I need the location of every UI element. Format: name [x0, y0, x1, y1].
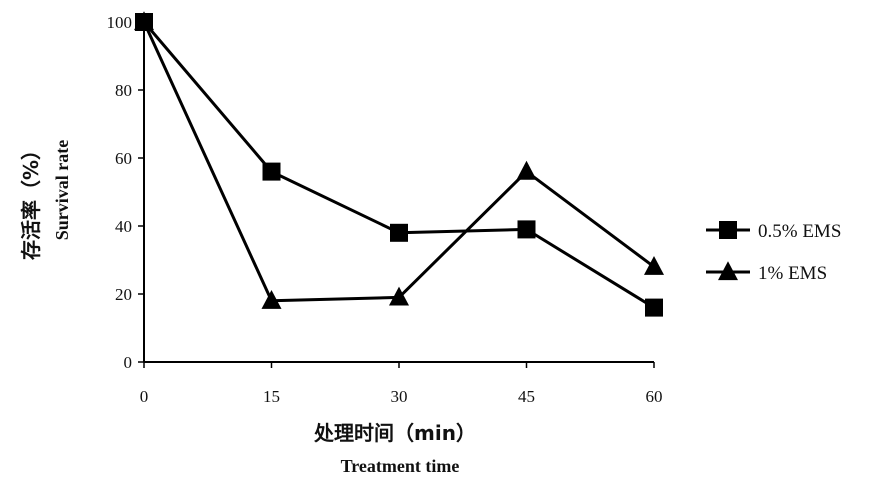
legend: 0.5% EMS 1% EMS: [706, 221, 841, 284]
legend-item: 0.5% EMS: [706, 221, 841, 242]
y-tick-label: 20: [115, 285, 132, 304]
y-tick-label: 100: [107, 13, 133, 32]
series-layer: [134, 11, 664, 317]
y-axis-ticks: 0 20 40 60 80 100: [107, 13, 144, 372]
data-point-triangle: [389, 286, 409, 306]
x-axis-title-en: Treatment time: [341, 456, 460, 476]
x-tick-label: 60: [646, 387, 663, 406]
series-line: [142, 21, 655, 309]
legend-label: 1% EMS: [758, 263, 827, 284]
data-point-triangle: [261, 290, 282, 309]
data-point-square: [262, 162, 281, 181]
x-tick-label: 0: [140, 387, 149, 406]
y-axis-title-cn: 存活率（%）: [19, 140, 43, 260]
x-tick-label: 15: [263, 387, 280, 406]
x-axis-title-cn: 处理时间（min）: [313, 421, 476, 445]
x-axis-ticks: 0 15 30 45 60: [140, 362, 663, 406]
data-point-triangle: [134, 11, 154, 31]
legend-item: 1% EMS: [706, 261, 827, 284]
y-tick-label: 0: [124, 353, 133, 372]
data-point-triangle: [644, 256, 664, 275]
y-axis-title-en: Survival rate: [52, 140, 72, 241]
x-tick-label: 30: [391, 387, 408, 406]
legend-marker-triangle: [718, 261, 738, 281]
x-tick-label: 45: [518, 387, 535, 406]
series-2: [134, 11, 664, 309]
data-point-square: [517, 220, 536, 239]
legend-label: 0.5% EMS: [758, 221, 841, 242]
y-tick-label: 60: [115, 149, 132, 168]
legend-marker-square: [719, 221, 737, 239]
y-tick-label: 40: [115, 217, 132, 236]
data-point-square: [645, 298, 663, 317]
y-tick-label: 80: [115, 81, 132, 100]
data-point-square: [390, 223, 408, 242]
series-1: [135, 13, 663, 317]
data-point-triangle: [516, 160, 537, 180]
